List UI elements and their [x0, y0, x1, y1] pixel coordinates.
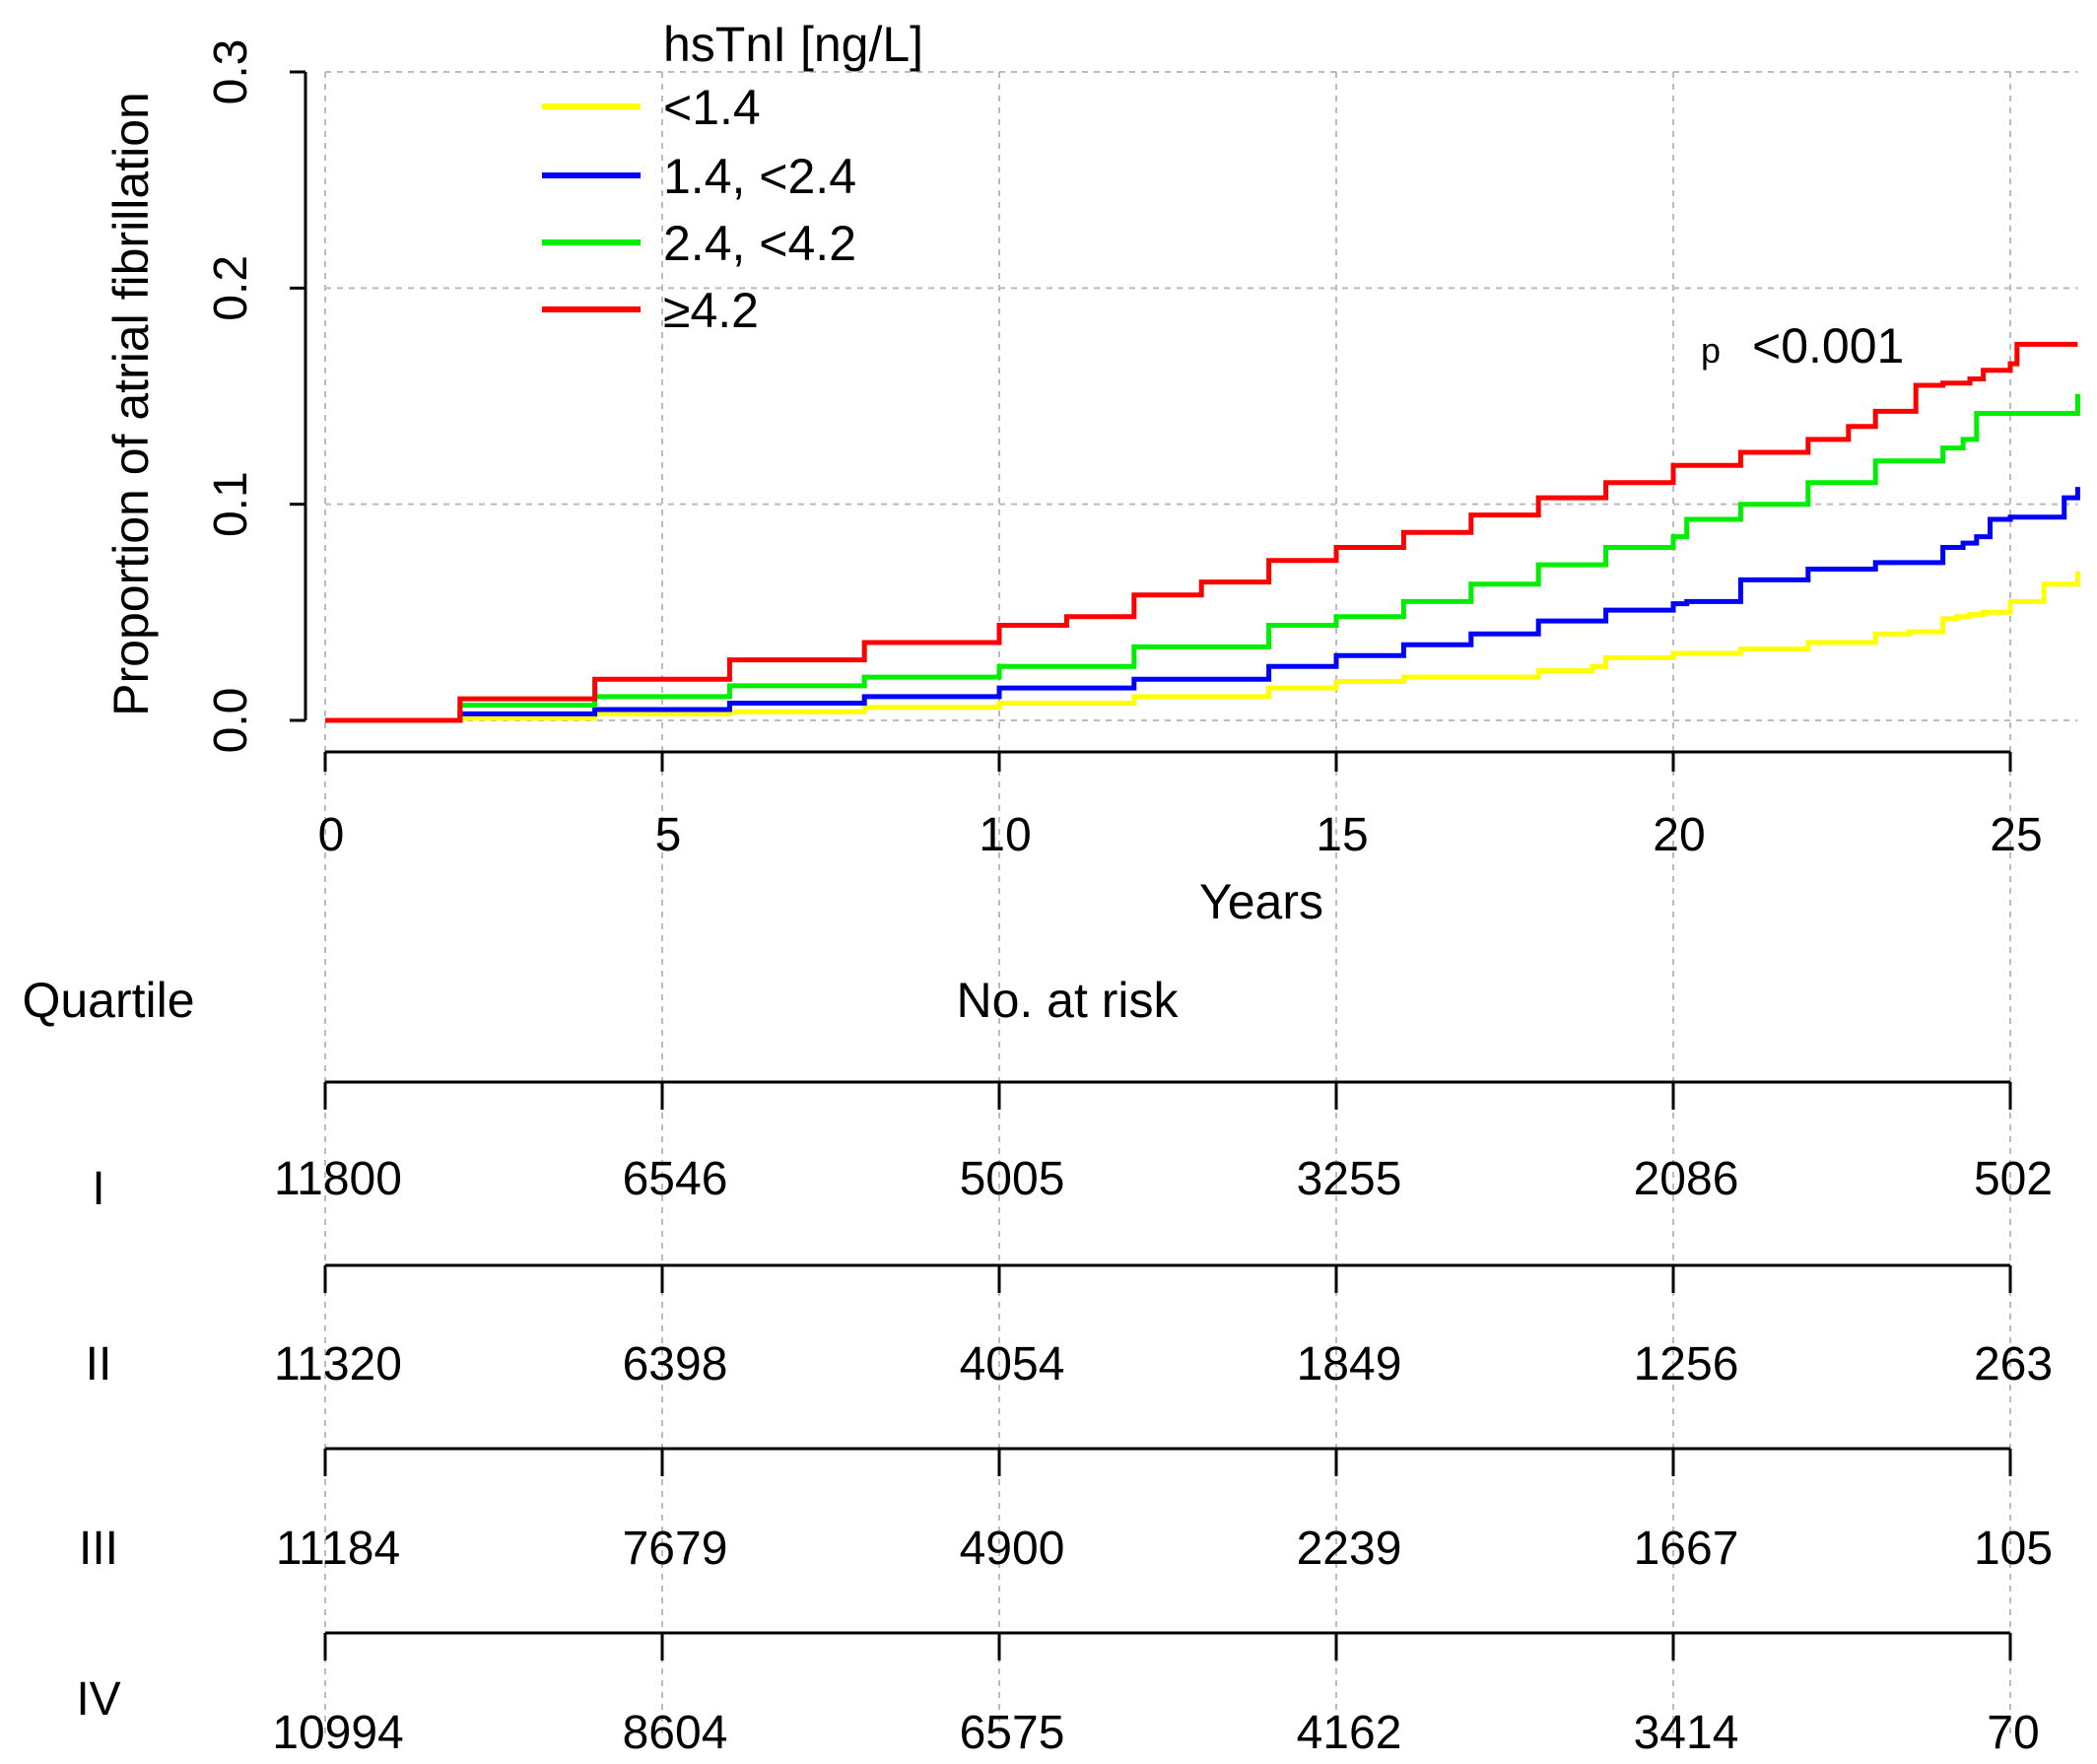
x-axis-title: Years [1199, 874, 1323, 929]
x-tick-label: 20 [1653, 809, 1705, 861]
risk-count: 11184 [276, 1523, 400, 1575]
y-tick-label: 0.2 [205, 255, 257, 321]
x-tick-label: 10 [979, 809, 1031, 861]
axis-titles: Years Proportion of atrial fibrillation [103, 92, 1323, 929]
risk-count: 2086 [1634, 1153, 1739, 1205]
axes: 0.0 0.1 0.2 0.3 0 5 10 15 20 25 [205, 39, 2043, 861]
risk-count: 2239 [1297, 1523, 1402, 1575]
y-tick-label: 0.1 [205, 471, 257, 537]
risk-row-label: I [92, 1163, 104, 1215]
risk-count: 8604 [623, 1707, 728, 1759]
x-tick-label: 25 [1990, 809, 2042, 861]
risk-count: 263 [1974, 1338, 2053, 1391]
legend-title: hsTnI [ng/L] [663, 17, 923, 72]
risk-count: 10994 [272, 1707, 403, 1759]
risk-count: 11320 [274, 1338, 402, 1391]
risk-count: 70 [1987, 1707, 2039, 1759]
risk-count: 6546 [623, 1153, 728, 1205]
risk-count: 502 [1974, 1153, 2053, 1205]
risk-row-label: IV [76, 1673, 120, 1726]
legend-label: 1.4, <2.4 [663, 149, 856, 204]
risk-count: 6575 [960, 1707, 1065, 1759]
series-line [325, 393, 2080, 723]
x-tick-label: 5 [655, 809, 682, 861]
risk-count: 105 [1974, 1523, 2053, 1575]
risk-count: 4054 [960, 1338, 1065, 1391]
legend: hsTnI [ng/L] <1.4 1.4, <2.4 2.4, <4.2 ≥4.2 [542, 17, 923, 338]
risk-table-title: No. at risk [956, 973, 1179, 1028]
series-line [325, 487, 2080, 723]
risk-count: 6398 [623, 1338, 728, 1391]
y-axis-title: Proportion of atrial fibrillation [103, 92, 159, 716]
risk-count: 1667 [1634, 1523, 1739, 1575]
risk-row-label: II [86, 1338, 112, 1391]
p-value-annotation: p <0.001 [1701, 318, 1904, 373]
p-value: <0.001 [1752, 318, 1904, 373]
legend-label: <1.4 [663, 80, 761, 135]
risk-count: 4900 [960, 1523, 1065, 1575]
risk-count: 4162 [1297, 1707, 1402, 1759]
risk-count: 5005 [960, 1153, 1065, 1205]
legend-label: 2.4, <4.2 [663, 216, 856, 271]
risk-row-label: III [79, 1523, 118, 1575]
risk-count: 3414 [1634, 1707, 1739, 1759]
risk-count: 7679 [623, 1523, 728, 1575]
risk-count: 1849 [1297, 1338, 1402, 1391]
y-tick-label: 0.3 [205, 39, 257, 105]
risk-table: Quartile No. at risk I 11800 6546 5005 3255 2… [22, 973, 2053, 1759]
risk-count: 11800 [274, 1153, 402, 1205]
x-tick-label: 0 [318, 809, 345, 861]
p-label: p [1701, 330, 1721, 371]
y-tick-label: 0.0 [205, 688, 257, 754]
series-line [325, 341, 2078, 723]
x-tick-label: 15 [1316, 809, 1368, 861]
series-lines [325, 341, 2080, 723]
risk-table-group-label: Quartile [22, 973, 194, 1028]
risk-count: 3255 [1297, 1153, 1402, 1205]
legend-label: ≥4.2 [663, 283, 759, 338]
series-line [325, 571, 2080, 723]
risk-count: 1256 [1634, 1338, 1739, 1391]
